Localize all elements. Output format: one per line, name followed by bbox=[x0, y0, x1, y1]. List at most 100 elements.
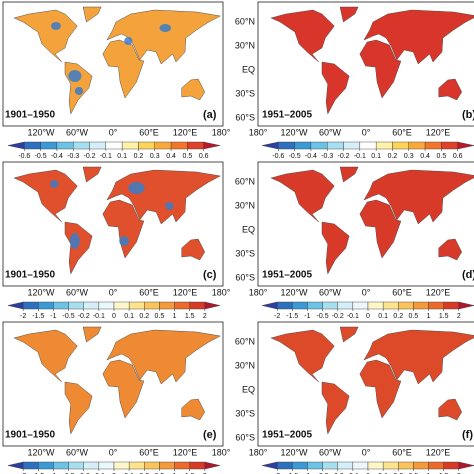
lon-label: 60°E bbox=[392, 447, 412, 457]
anomaly-patch bbox=[51, 22, 61, 30]
lat-label: 30°N bbox=[235, 200, 255, 210]
anomaly-patch bbox=[119, 236, 130, 246]
lon-label: 60°E bbox=[139, 127, 159, 137]
lat-label: 30°N bbox=[235, 360, 255, 370]
colorbar-tick-label: -1.5 bbox=[32, 473, 44, 474]
colorbar-tick-label: 0.3 bbox=[150, 153, 160, 160]
colorbar-tick-label: 0.1 bbox=[124, 313, 134, 320]
colorbar-tick-label: 1 bbox=[173, 473, 177, 474]
colorbar-tick-label: 1 bbox=[427, 473, 431, 474]
colorbar-segment bbox=[144, 301, 160, 310]
colorbar-segment bbox=[53, 461, 69, 470]
colorbar-tick-label: 1 bbox=[173, 313, 177, 320]
colorbar-segment bbox=[56, 141, 74, 150]
colorbar-tick-label: -0.5 bbox=[317, 473, 329, 474]
lon-label: 120°W bbox=[280, 127, 308, 137]
colorbar-segment bbox=[441, 141, 458, 150]
colorbar-segment bbox=[337, 461, 354, 470]
colorbar-tick-label: -1.5 bbox=[32, 313, 44, 320]
colorbar-tick-label: 0.2 bbox=[134, 153, 144, 160]
colorbar-end bbox=[203, 141, 221, 150]
lat-label: 60°N bbox=[235, 176, 255, 186]
colorbar-tick-label: -0.1 bbox=[347, 313, 359, 320]
colorbar-segment bbox=[382, 301, 399, 310]
colorbar-tick-label: -0.4 bbox=[51, 153, 63, 160]
colorbar-segment bbox=[22, 461, 39, 470]
colorbar-end bbox=[261, 301, 278, 310]
colorbar-segment bbox=[413, 461, 429, 470]
colorbar-tick-label: 2 bbox=[457, 473, 461, 474]
colorbar-segment bbox=[352, 301, 369, 310]
colorbar-segment bbox=[428, 301, 444, 310]
colorbar-segment bbox=[83, 301, 100, 310]
colorbar-segment bbox=[398, 461, 414, 470]
colorbar-tick-label: 2 bbox=[203, 473, 207, 474]
lat-label: 60°S bbox=[235, 432, 255, 442]
colorbar-tick-label: 1.5 bbox=[439, 313, 449, 320]
colorbar-tick-label: -0.5 bbox=[63, 473, 75, 474]
lat-label: EQ bbox=[242, 64, 255, 74]
colorbar-segment bbox=[443, 301, 460, 310]
colorbar-tick-label: -2 bbox=[20, 473, 26, 474]
lon-label: 120°W bbox=[280, 287, 308, 297]
lat-label: EQ bbox=[242, 224, 255, 234]
colorbar-end bbox=[7, 301, 24, 310]
colorbar-tick-label: -0.2 bbox=[84, 153, 96, 160]
colorbar-tick-label: -1.5 bbox=[286, 473, 298, 474]
colorbar-segment bbox=[174, 301, 190, 310]
colorbar-tick-label: -0.4 bbox=[305, 153, 317, 160]
colorbar-tick-label: -0.5 bbox=[63, 313, 75, 320]
colorbar-segment bbox=[276, 301, 293, 310]
colorbar-segment bbox=[352, 461, 369, 470]
period-label: 1951–2005 bbox=[262, 110, 312, 121]
lat-label: EQ bbox=[242, 384, 255, 394]
colorbar-segment bbox=[359, 141, 377, 150]
colorbar-tick-label: 0.2 bbox=[393, 473, 403, 474]
lon-label: 120°W bbox=[27, 127, 55, 137]
period-label: 1901–1950 bbox=[5, 270, 55, 281]
panel-label: (b) bbox=[462, 109, 474, 121]
colorbar-segment bbox=[367, 461, 384, 470]
colorbar-end bbox=[204, 301, 221, 310]
colorbar-tick-label: 0.5 bbox=[409, 313, 419, 320]
colorbar-segment bbox=[121, 141, 139, 150]
colorbar-segment bbox=[307, 301, 323, 310]
colorbar-segment bbox=[128, 461, 145, 470]
anomaly-patch bbox=[159, 24, 172, 32]
colorbar-tick-label: 0.4 bbox=[420, 153, 430, 160]
lon-label: 60°W bbox=[66, 287, 89, 297]
lon-label: 120°E bbox=[173, 447, 198, 457]
anomaly-patch bbox=[74, 87, 84, 95]
colorbar-tick-label: 0.5 bbox=[437, 153, 447, 160]
colorbar-tick-label: 0.4 bbox=[166, 153, 176, 160]
lon-label: 180° bbox=[249, 127, 268, 137]
colorbar-tick-label: 0 bbox=[366, 473, 370, 474]
colorbar-tick-label: 1.5 bbox=[185, 473, 195, 474]
lat-label: 60°S bbox=[235, 272, 255, 282]
map bbox=[13, 166, 221, 275]
colorbar-segment bbox=[53, 301, 69, 310]
colorbar-tick-label: -1 bbox=[50, 313, 56, 320]
lon-label: 180° bbox=[212, 287, 231, 297]
colorbar: -2 -1.5 -1 -0.5-0.2-0.1 0 0.1 0.2 0.5 1 1.5 2 bbox=[7, 301, 221, 320]
lon-label: 120°E bbox=[173, 287, 198, 297]
lat-label: 30°S bbox=[235, 408, 255, 418]
colorbar-segment bbox=[408, 141, 426, 150]
colorbar-segment bbox=[337, 301, 354, 310]
lat-label: 30°N bbox=[235, 40, 255, 50]
period-label: 1951–2005 bbox=[262, 430, 312, 441]
lon-label: 60°W bbox=[319, 287, 342, 297]
colorbar-segment bbox=[174, 461, 190, 470]
colorbar-tick-label: -0.3 bbox=[321, 153, 333, 160]
colorbar-tick-label: -0.1 bbox=[93, 313, 105, 320]
anomaly-patch bbox=[165, 202, 174, 210]
colorbar: -0.6 -0.5 -0.4 -0.3 -0.2 -0.1 0.1 0.2 0.3 0.4 0.5 0… bbox=[7, 141, 221, 160]
panel-label: (f) bbox=[462, 429, 473, 441]
colorbar-tick-label: -1 bbox=[304, 313, 310, 320]
colorbar-segment bbox=[292, 461, 308, 470]
colorbar-segment bbox=[375, 141, 393, 150]
panel-label: (e) bbox=[203, 429, 217, 441]
colorbar-tick-label: -0.1 bbox=[100, 153, 112, 160]
lon-label: 120°W bbox=[280, 447, 308, 457]
